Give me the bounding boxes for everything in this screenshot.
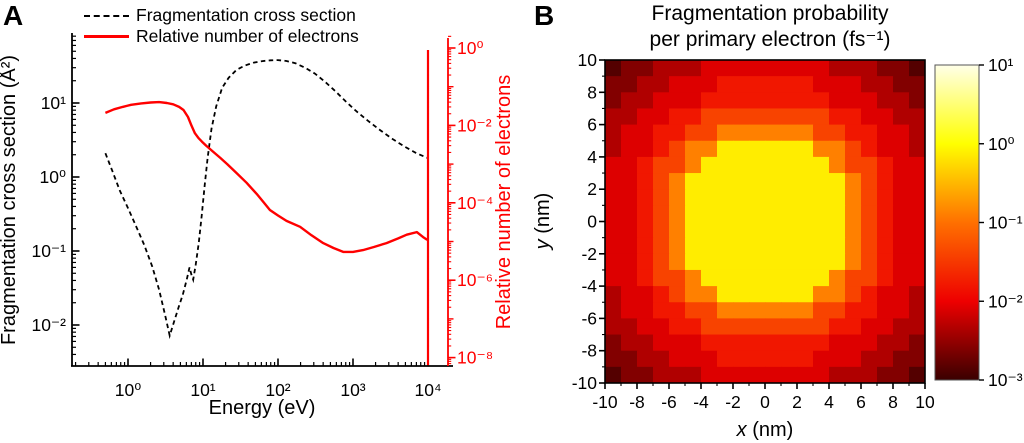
y-right-tick-label: 10⁻⁸ [457,348,493,368]
solid-line-swatch [84,35,129,38]
b-x-tick-label: 2 [792,392,802,412]
panel-b-y-axis-label: y (nm) [532,193,554,252]
b-y-tick-label: 2 [587,179,597,199]
legend-item-cross-section: Fragmentation cross section [84,5,359,26]
legend-item-electrons: Relative number of electrons [84,26,359,47]
panel-a-y-left-axis-label: Fragmentation cross section (Å²) [0,55,20,345]
b-y-tick-label: 10 [578,50,598,70]
panel-b-x-axis-label: x (nm) [736,419,794,441]
colorbar-tick-label: 10⁻³ [988,370,1023,390]
b-x-tick-label: -2 [725,392,741,412]
cross-section-curve [104,59,429,340]
b-y-tick-label: 0 [587,212,597,232]
b-x-tick-label: -6 [661,392,677,412]
b-x-tick-label: -10 [592,392,618,412]
panel-a-y-right-axis-label: Relative number of electrons [493,75,515,330]
y-left-tick-label: 10⁻¹ [31,241,66,261]
panel-b-title-line2: per primary electron (fs⁻¹) [649,28,891,51]
colorbar-tick-label: 10⁻² [988,291,1023,311]
y-right-tick-label: 10⁰ [457,38,483,58]
b-x-tick-label: 10 [915,392,935,412]
b-y-tick-label: -6 [581,308,597,328]
dashed-line-swatch [84,14,129,17]
y-left-tick-label: 10⁰ [40,167,66,187]
b-y-tick-label: -10 [572,373,598,393]
x-tick-label: 10⁴ [415,380,442,400]
y-right-tick-label: 10⁻⁶ [457,270,493,290]
b-y-tick-label: 6 [587,115,597,135]
y-right-tick-label: 10⁻² [457,115,492,135]
b-y-tick-label: 8 [587,82,597,102]
x-tick-label: 10⁰ [115,380,141,400]
electrons-curve [104,100,428,254]
b-x-tick-label: -4 [693,392,709,412]
b-x-tick-label: 0 [760,392,770,412]
panel-b-title-line1: Fragmentation probability [651,2,889,25]
b-x-tick-label: 8 [888,392,898,412]
y-left-tick-label: 10⁻² [31,315,66,335]
x-tick-label: 10¹ [190,380,215,400]
x-tick-label: 10² [265,380,290,400]
panel-b-title: Fragmentation probability per primary el… [580,1,960,53]
panel-a-legend: Fragmentation cross section Relative num… [84,5,359,47]
b-x-tick-label: 4 [824,392,834,412]
b-y-tick-label: -4 [581,276,597,296]
b-y-tick-label: -2 [581,244,597,264]
y-right-tick-label: 10⁻⁴ [457,193,493,213]
colorbar: 10¹ 10⁰ 10⁻¹ 10⁻² 10⁻³ [934,55,1023,390]
colorbar-gradient [934,64,980,381]
panel-b-label: B [534,0,555,31]
colorbar-tick-label: 10¹ [988,55,1013,75]
b-x-tick-label: -8 [629,392,645,412]
y-left-tick-label: 10¹ [41,93,66,113]
b-y-tick-label: 4 [587,147,597,167]
panel-a-label: A [3,0,24,31]
panel-a-x-axis-label: Energy (eV) [209,397,316,419]
b-x-tick-label: 6 [856,392,866,412]
panel-b-heatmap: -10 -8 -6 -4 -2 0 2 4 6 8 10 10 8 6 4 2 0 -2 -4 -6 -8 -10 x (n… [532,50,935,441]
legend-label-cross-section: Fragmentation cross section [136,5,356,25]
x-tick-label: 10³ [340,380,365,400]
b-y-tick-label: -8 [581,341,597,361]
heatmap-cells [605,60,926,384]
colorbar-tick-label: 10⁰ [988,134,1014,154]
colorbar-tick-label: 10⁻¹ [988,213,1023,233]
legend-label-electrons: Relative number of electrons [136,26,359,46]
